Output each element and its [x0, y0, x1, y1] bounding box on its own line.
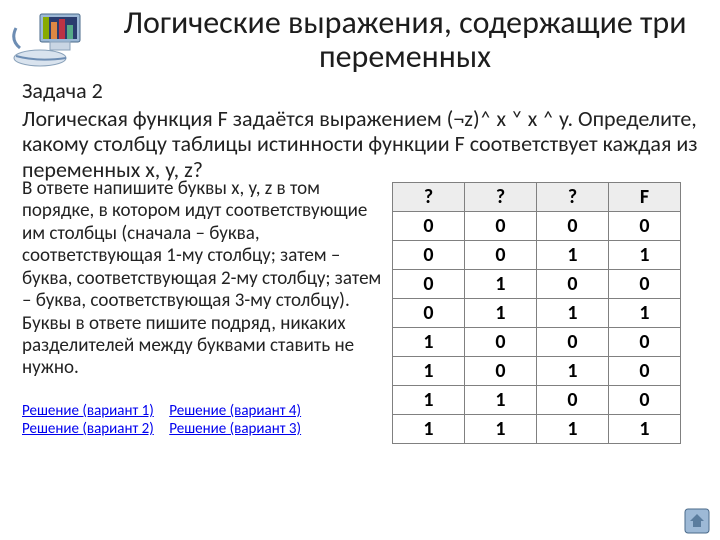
table-cell: 1 [537, 415, 609, 444]
nav-home-icon[interactable] [684, 508, 710, 534]
task-body: Логическая функция F задаётся выражением… [22, 106, 698, 182]
table-row: 0111 [393, 299, 681, 328]
answer-text-body: В ответе напишите буквы x, y, z в том по… [22, 177, 381, 379]
page-title: Логические выражения, содержащие три пер… [0, 0, 720, 73]
table-cell: 0 [393, 241, 465, 270]
table-cell: 1 [393, 415, 465, 444]
table-cell: 1 [537, 241, 609, 270]
col-header: ? [393, 183, 465, 212]
table-cell: 0 [465, 357, 537, 386]
table-cell: 0 [537, 270, 609, 299]
table-header-row: ? ? ? F [393, 183, 681, 212]
table-cell: 1 [393, 328, 465, 357]
table-row: 0100 [393, 270, 681, 299]
answer-instructions: В ответе напишите буквы x, y, z в том по… [22, 178, 392, 444]
link-solution-3[interactable]: Решение (вариант 3) [169, 420, 301, 438]
table-cell: 1 [537, 357, 609, 386]
table-cell: 1 [609, 241, 681, 270]
col-header: ? [465, 183, 537, 212]
table-cell: 1 [465, 386, 537, 415]
truth-table-container: ? ? ? F 00000011010001111000101011001111 [392, 178, 681, 444]
table-cell: 1 [393, 386, 465, 415]
table-cell: 1 [609, 299, 681, 328]
col-header: ? [537, 183, 609, 212]
table-cell: 0 [537, 386, 609, 415]
table-cell: 0 [393, 299, 465, 328]
table-cell: 0 [537, 328, 609, 357]
table-row: 0011 [393, 241, 681, 270]
table-cell: 0 [393, 270, 465, 299]
col-header: F [609, 183, 681, 212]
link-solution-1[interactable]: Решение (вариант 1) [22, 402, 154, 420]
table-row: 1010 [393, 357, 681, 386]
table-cell: 0 [609, 357, 681, 386]
solution-links: Решение (вариант 1) Решение (вариант 4) … [22, 402, 313, 438]
table-cell: 0 [393, 212, 465, 241]
table-cell: 0 [465, 241, 537, 270]
table-cell: 0 [609, 212, 681, 241]
table-cell: 1 [465, 270, 537, 299]
table-cell: 1 [609, 415, 681, 444]
table-cell: 0 [537, 212, 609, 241]
table-cell: 0 [465, 328, 537, 357]
table-cell: 0 [609, 270, 681, 299]
table-cell: 0 [609, 328, 681, 357]
table-cell: 0 [609, 386, 681, 415]
table-cell: 1 [537, 299, 609, 328]
computer-logo-icon [10, 8, 100, 68]
truth-table: ? ? ? F 00000011010001111000101011001111 [392, 182, 681, 444]
link-solution-2[interactable]: Решение (вариант 2) [22, 420, 154, 438]
table-cell: 1 [465, 299, 537, 328]
table-row: 1111 [393, 415, 681, 444]
table-cell: 0 [465, 212, 537, 241]
table-cell: 1 [393, 357, 465, 386]
table-row: 1100 [393, 386, 681, 415]
table-row: 0000 [393, 212, 681, 241]
table-cell: 1 [465, 415, 537, 444]
link-solution-4[interactable]: Решение (вариант 4) [169, 402, 301, 420]
task-label: Задача 2 [22, 77, 698, 104]
table-row: 1000 [393, 328, 681, 357]
